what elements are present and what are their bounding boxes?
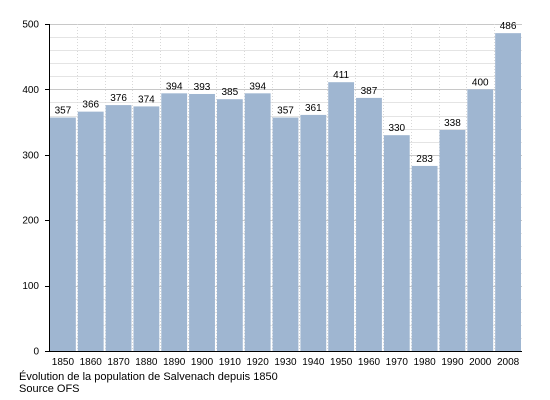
x-tick-label: 2000	[469, 357, 492, 368]
bar-1990	[439, 129, 466, 351]
bar-1890	[161, 93, 188, 351]
x-tick-label: 1860	[80, 357, 103, 368]
bar-value-label: 330	[388, 123, 405, 134]
bar-1910	[216, 99, 243, 352]
x-tick-label: 1880	[135, 357, 158, 368]
x-tick-label: 1970	[386, 357, 409, 368]
bar-1880	[133, 106, 160, 352]
y-tick-label: 200	[22, 216, 39, 227]
bar-value-labels: 357 366 376 374 394 393 385 394 357 361 411 387 330 2…	[55, 21, 517, 165]
chart-caption-title: Évolution de la population de Salvenach …	[19, 371, 278, 383]
x-tick-label: 1930	[274, 357, 297, 368]
bar-value-label: 366	[82, 100, 99, 111]
bar-value-label: 361	[305, 103, 322, 114]
bar-1960	[356, 97, 382, 351]
bar-value-label: 394	[249, 81, 266, 92]
bar-value-label: 411	[333, 70, 349, 81]
x-tick-label: 1990	[441, 357, 464, 368]
x-tick-label: 1950	[330, 357, 353, 368]
x-tick-label: 1850	[52, 357, 75, 368]
bar-1930	[272, 117, 299, 351]
x-tick-label: 2008	[497, 357, 520, 368]
bar-value-label: 394	[166, 81, 183, 92]
bar-value-label: 486	[500, 21, 517, 32]
x-tick-label: 1900	[191, 357, 214, 368]
bar-1940	[300, 114, 327, 351]
bar-value-label: 338	[444, 118, 461, 129]
bar-1860	[77, 111, 104, 351]
bar-value-label: 400	[472, 77, 489, 88]
bar-1920	[244, 93, 271, 351]
bar-value-label: 385	[222, 87, 239, 98]
x-tick-label: 1910	[219, 357, 242, 368]
y-tick-labels: 0 100 200 300 400 500	[22, 20, 39, 358]
x-tick-label: 1920	[247, 357, 270, 368]
y-tick-label: 100	[22, 281, 39, 292]
axes	[45, 24, 522, 352]
bar-value-label: 387	[361, 86, 378, 97]
bar-value-label: 357	[277, 106, 294, 117]
chart-caption-source: Source OFS	[19, 383, 80, 395]
bar-value-label: 283	[416, 154, 433, 165]
bar-2008	[495, 33, 521, 351]
x-tick-label: 1980	[413, 357, 436, 368]
x-tick-label: 1940	[302, 357, 325, 368]
y-tick-label: 0	[33, 347, 39, 358]
bar-value-label: 357	[55, 106, 72, 117]
x-tick-labels: 1850 1860 1870 1880 1890 1900 1910 1920 1930 1940…	[52, 357, 520, 368]
x-tick-label: 1870	[107, 357, 130, 368]
bar-2000	[467, 89, 494, 352]
y-tick-label: 300	[22, 150, 39, 161]
bar-1970	[383, 135, 410, 351]
bar-value-label: 393	[194, 82, 211, 93]
bar-value-label: 376	[110, 93, 127, 104]
x-tick-label: 1890	[163, 357, 186, 368]
y-tick-label: 500	[22, 20, 39, 31]
bar-1900	[189, 93, 215, 351]
bars	[50, 33, 521, 352]
bar-1870	[105, 105, 132, 351]
bar-value-label: 374	[138, 94, 155, 105]
x-tick-label: 1960	[358, 357, 381, 368]
bar-1980	[411, 165, 438, 351]
y-tick-label: 400	[22, 85, 39, 96]
bar-1950	[328, 82, 355, 352]
bar-1850	[50, 117, 76, 351]
